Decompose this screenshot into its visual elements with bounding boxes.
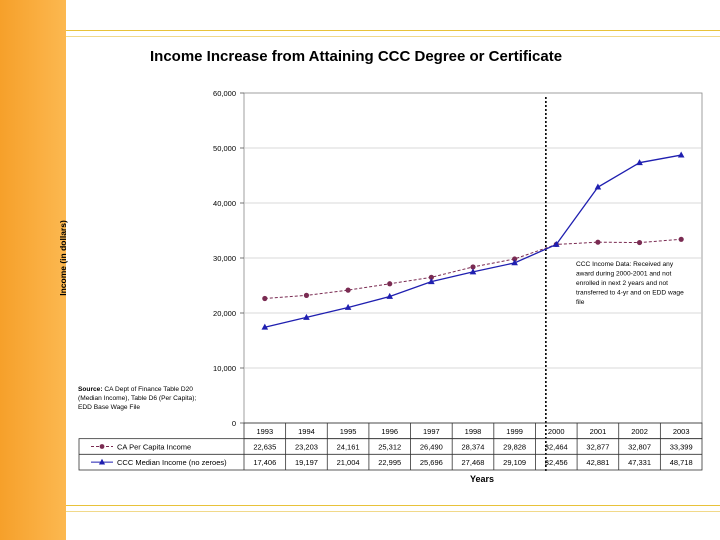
data-point: [678, 236, 684, 242]
data-point: [262, 295, 268, 302]
y-tick-label: 30,000: [213, 254, 236, 263]
y-axis-label: Income (in dollars): [58, 220, 68, 296]
legend-label: CA Per Capita Income: [117, 443, 191, 452]
data-label: 29,109: [503, 458, 526, 467]
data-label: 32,877: [586, 443, 609, 452]
x-tick-label: 2001: [590, 427, 607, 436]
data-point: [303, 313, 310, 320]
x-tick-label: 2002: [631, 427, 648, 436]
series-line-1: [264, 154, 682, 328]
y-tick-label: 60,000: [213, 89, 236, 98]
data-point: [387, 281, 393, 287]
x-axis-label: Years: [470, 474, 494, 484]
x-tick-label: 2003: [673, 427, 690, 436]
data-point: [469, 268, 477, 275]
data-label: 27,468: [462, 458, 485, 467]
data-label: 48,718: [670, 458, 693, 467]
data-label: 47,331: [628, 458, 651, 467]
data-label: 23,203: [295, 443, 318, 452]
data-point: [428, 278, 435, 285]
y-tick-label: 40,000: [213, 199, 236, 208]
data-label: 24,161: [337, 443, 360, 452]
data-label: 33,399: [670, 443, 693, 452]
data-label: 28,374: [462, 443, 485, 452]
chart-title: Income Increase from Attaining CCC Degre…: [150, 48, 562, 65]
y-tick-label: 10,000: [213, 364, 236, 373]
data-point: [386, 292, 394, 299]
bottom-rule-2: [66, 511, 720, 512]
x-tick-label: 1998: [465, 427, 482, 436]
data-point: [470, 264, 476, 270]
data-label: 19,197: [295, 458, 318, 467]
top-rule-1: [66, 30, 720, 31]
data-label: 17,406: [253, 458, 276, 467]
y-tick-label: 20,000: [213, 309, 236, 318]
x-tick-label: 1999: [506, 427, 523, 436]
data-label: 22,995: [378, 458, 401, 467]
x-tick-label: 1997: [423, 427, 440, 436]
x-tick-label: 1996: [381, 427, 398, 436]
x-tick-label: 1994: [298, 427, 315, 436]
data-point: [636, 159, 643, 166]
data-point: [595, 239, 601, 245]
data-point: [345, 287, 351, 293]
data-label: 32,456: [545, 458, 568, 467]
sidebar-accent-bar: [0, 0, 66, 540]
x-tick-label: 1995: [340, 427, 357, 436]
data-label: 25,312: [378, 443, 401, 452]
data-point: [428, 274, 434, 280]
data-point: [677, 151, 685, 158]
data-point: [552, 240, 560, 247]
data-label: 29,828: [503, 443, 526, 452]
source-note: Source: CA Dept of Finance Table D20 (Med…: [78, 386, 196, 411]
x-tick-label: 2000: [548, 427, 565, 436]
y-tick-label: 0: [232, 419, 236, 428]
data-point: [512, 256, 518, 262]
y-tick-label: 50,000: [213, 144, 236, 153]
data-point: [303, 292, 310, 298]
data-point: [344, 303, 352, 310]
data-label: 26,490: [420, 443, 443, 452]
data-label: 42,881: [586, 458, 609, 467]
x-tick-label: 1993: [256, 427, 273, 436]
data-table: 1993 1994 1995 1996 1997 1998 1999 2000 2001 2002…: [78, 422, 703, 471]
ccc-income-note: CCC Income Data: Received any award durin…: [576, 261, 684, 306]
data-label: 22,635: [253, 443, 276, 452]
data-label: 32,464: [545, 443, 568, 452]
data-point: [261, 323, 269, 330]
data-label: 25,696: [420, 458, 443, 467]
legend-label: CCC Median Income (no zeroes): [117, 458, 227, 467]
data-label: 32,807: [628, 443, 651, 452]
bottom-rule-1: [66, 505, 720, 506]
legend-marker: [98, 458, 106, 465]
data-label: 21,004: [337, 458, 360, 467]
data-point: [594, 183, 602, 190]
data-point: [511, 259, 518, 266]
top-rule-2: [66, 36, 720, 37]
legend-marker: [99, 444, 105, 449]
data-point: [636, 239, 643, 246]
